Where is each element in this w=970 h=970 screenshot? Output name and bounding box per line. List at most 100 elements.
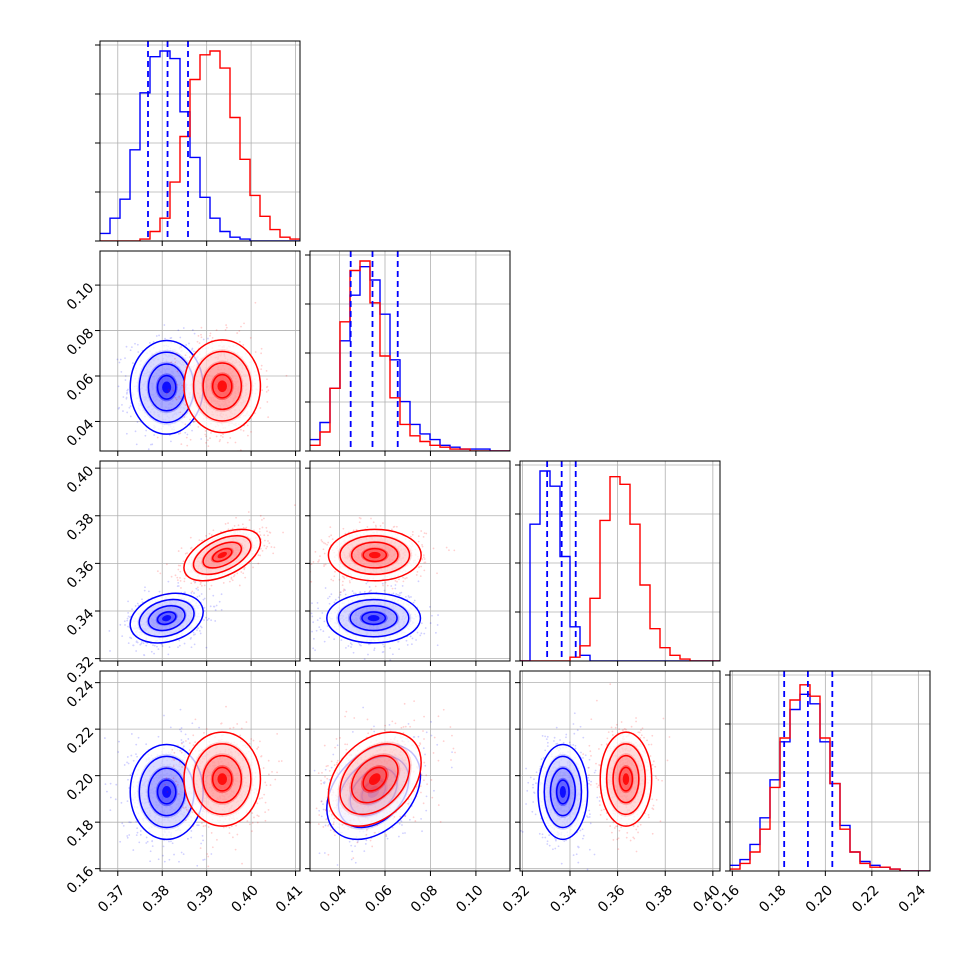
contour-series-1 [339,535,411,576]
x-tick-label: 0.40 [229,882,262,915]
contour-series-1 [192,350,252,422]
contour-series-0 [349,605,398,632]
histogram-panel-1 [305,250,511,456]
y-tick-label: 0.16 [64,864,97,897]
density-peak-series-0 [162,786,172,798]
x-tick-label: 0.10 [453,882,486,915]
contour-series-1 [350,754,399,804]
y-tick-label: 0.08 [64,326,97,359]
panel-frame [99,40,301,242]
y-tick-label: 0.22 [64,724,97,757]
x-tick-label: 0.38 [643,882,676,915]
density-peak-series-1 [217,551,228,559]
x-tick-label: 0.20 [803,882,836,915]
contour-series-0 [361,611,387,626]
density-peak-series-0 [367,615,380,622]
y-tick-label: 0.04 [64,416,97,449]
panel-frame [99,250,301,452]
x-tick-label: 0.34 [547,882,580,915]
histogram-panel-3 [725,670,931,876]
y-tick-label: 0.24 [64,678,97,711]
contour-series-0 [549,767,576,817]
contour-series-1 [183,339,262,434]
contour-series-1 [202,362,243,411]
x-tick-label: 0.24 [896,882,929,915]
grid [730,671,930,871]
scatter-panel-3-1 [305,670,511,876]
contour-series-1 [599,731,653,827]
x-tick-label: 0.06 [362,882,395,915]
panel-frame [99,670,301,872]
contour-series-1 [192,535,252,576]
scatter-panel-1-0 [95,250,301,456]
x-tick-label: 0.41 [273,882,306,915]
histogram-line-series-0 [520,470,720,661]
contour-series-1 [183,731,262,827]
y-tick-label: 0.36 [64,558,97,591]
contour-series-0 [537,743,589,841]
contour-series-0 [543,755,583,829]
contour-series-0 [156,374,177,400]
grid [100,461,300,661]
y-tick-label: 0.20 [64,771,97,804]
contour-series-0 [156,611,177,626]
y-tick-label: 0.40 [64,463,97,496]
scatter-panel-2-1 [305,460,511,666]
density-peak-series-1 [217,380,227,393]
contour-series-1 [612,754,640,804]
contour-series-1 [327,731,422,827]
density-peak-series-1 [622,773,630,786]
density-peak-series-0 [162,615,172,622]
contour-series-1 [618,766,634,792]
x-tick-label: 0.39 [184,882,217,915]
contour-series-1 [202,541,243,569]
y-tick-label: 0.18 [64,817,97,850]
x-tick-label: 0.36 [595,882,628,915]
panel-frame [519,670,721,872]
panel-frame [309,670,511,872]
y-tick-label: 0.38 [64,511,97,544]
histogram-line-series-1 [310,260,510,451]
x-tick-label: 0.04 [317,882,350,915]
density-peak-series-1 [368,773,381,786]
contour-series-0 [138,598,195,638]
y-tick-label: 0.06 [64,371,97,404]
density-peak-series-0 [559,786,566,798]
panel-frame [99,460,301,662]
contour-series-0 [555,779,570,805]
contour-series-1 [339,743,411,816]
contour-series-0 [156,779,177,805]
contour-series-0 [129,592,204,644]
contour-series-1 [327,528,422,582]
contour-series-1 [202,754,243,804]
grid [520,461,720,661]
x-tick-label: 0.37 [95,882,128,915]
y-tick-label: 0.34 [64,606,97,639]
contour-series-1 [211,373,233,399]
histogram-line-series-1 [100,50,300,241]
contour-series-0 [147,605,186,632]
contour-series-0 [337,598,410,638]
contour-series-1 [362,766,388,792]
contour-series-1 [183,528,262,582]
density-peak-series-0 [162,381,172,394]
grid [100,671,300,871]
histogram-line-series-1 [520,476,720,661]
panel-frame [309,460,511,662]
histogram-panel-2 [515,460,721,666]
x-tick-label: 0.08 [408,882,441,915]
contour-series-1 [211,766,233,792]
x-tick-label: 0.32 [500,882,533,915]
x-tick-label: 0.18 [756,882,789,915]
contour-series-0 [326,592,422,644]
scatter-panel-3-0 [95,670,301,876]
panel-frame [729,670,931,872]
scatter-panel-2-0 [95,460,301,666]
contour-series-1 [605,743,646,816]
histogram-panel-0 [95,40,301,246]
x-tick-label: 0.22 [849,882,882,915]
histogram-line-series-1 [730,684,930,871]
contour-series-1 [362,547,388,563]
contour-series-1 [192,743,252,816]
